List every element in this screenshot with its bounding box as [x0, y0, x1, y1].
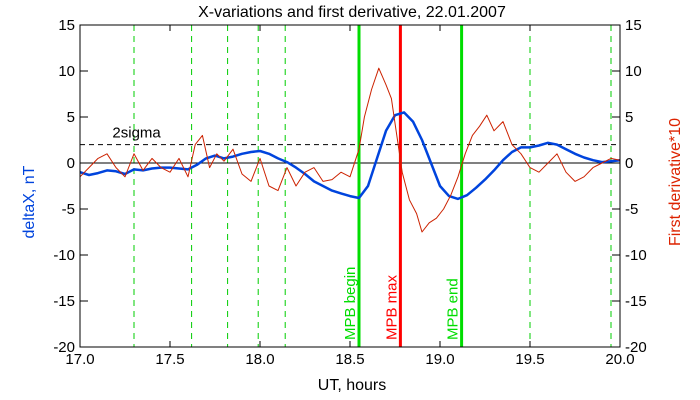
x-tick-label-4: 19.0 — [425, 351, 454, 368]
x-tick-label-1: 17.5 — [155, 351, 184, 368]
y-tick-label-right-6: 10 — [625, 63, 642, 80]
y-tick-label-right-1: -15 — [625, 293, 647, 310]
x-tick-label-3: 18.5 — [335, 351, 364, 368]
y-tick-label-right-2: -10 — [625, 247, 647, 264]
chart-title: X-variations and first derivative, 22.01… — [198, 4, 506, 21]
series-line-1 — [79, 67, 621, 233]
marker-label-2: MPB end — [445, 278, 462, 340]
y-tick-label-right-0: -20 — [625, 339, 647, 356]
y-tick-label-right-7: 15 — [625, 17, 642, 34]
series-line-0 — [79, 111, 621, 201]
marker-label-1: MPB max — [383, 274, 400, 340]
marker-label-0: MPB begin — [342, 267, 359, 340]
x-tick-label-0: 17.0 — [65, 351, 94, 368]
y-tick-label-left-7: 15 — [58, 17, 75, 34]
y-tick-label-left-4: 0 — [67, 155, 75, 172]
x-tick-label-6: 20.0 — [605, 351, 634, 368]
x-axis-label: UT, hours — [318, 377, 386, 394]
y-tick-label-left-6: 10 — [58, 63, 75, 80]
y-tick-label-left-5: 5 — [67, 109, 75, 126]
y-tick-label-left-2: -10 — [53, 247, 75, 264]
y-axis-right-label: First derivative*10 — [667, 118, 684, 246]
threshold-label: 2sigma — [112, 125, 161, 142]
x-tick-label-2: 18.0 — [245, 351, 274, 368]
y-tick-label-left-3: -5 — [62, 201, 75, 218]
y-tick-label-right-5: 5 — [625, 109, 633, 126]
y-tick-label-left-1: -15 — [53, 293, 75, 310]
y-tick-label-right-3: -5 — [625, 201, 638, 218]
plot-frame — [79, 24, 621, 348]
x-tick-label-5: 19.5 — [515, 351, 544, 368]
y-tick-label-right-4: 0 — [625, 155, 633, 172]
y-axis-left-label: deltaX, nT — [21, 165, 38, 238]
y-tick-label-left-0: -20 — [53, 339, 75, 356]
